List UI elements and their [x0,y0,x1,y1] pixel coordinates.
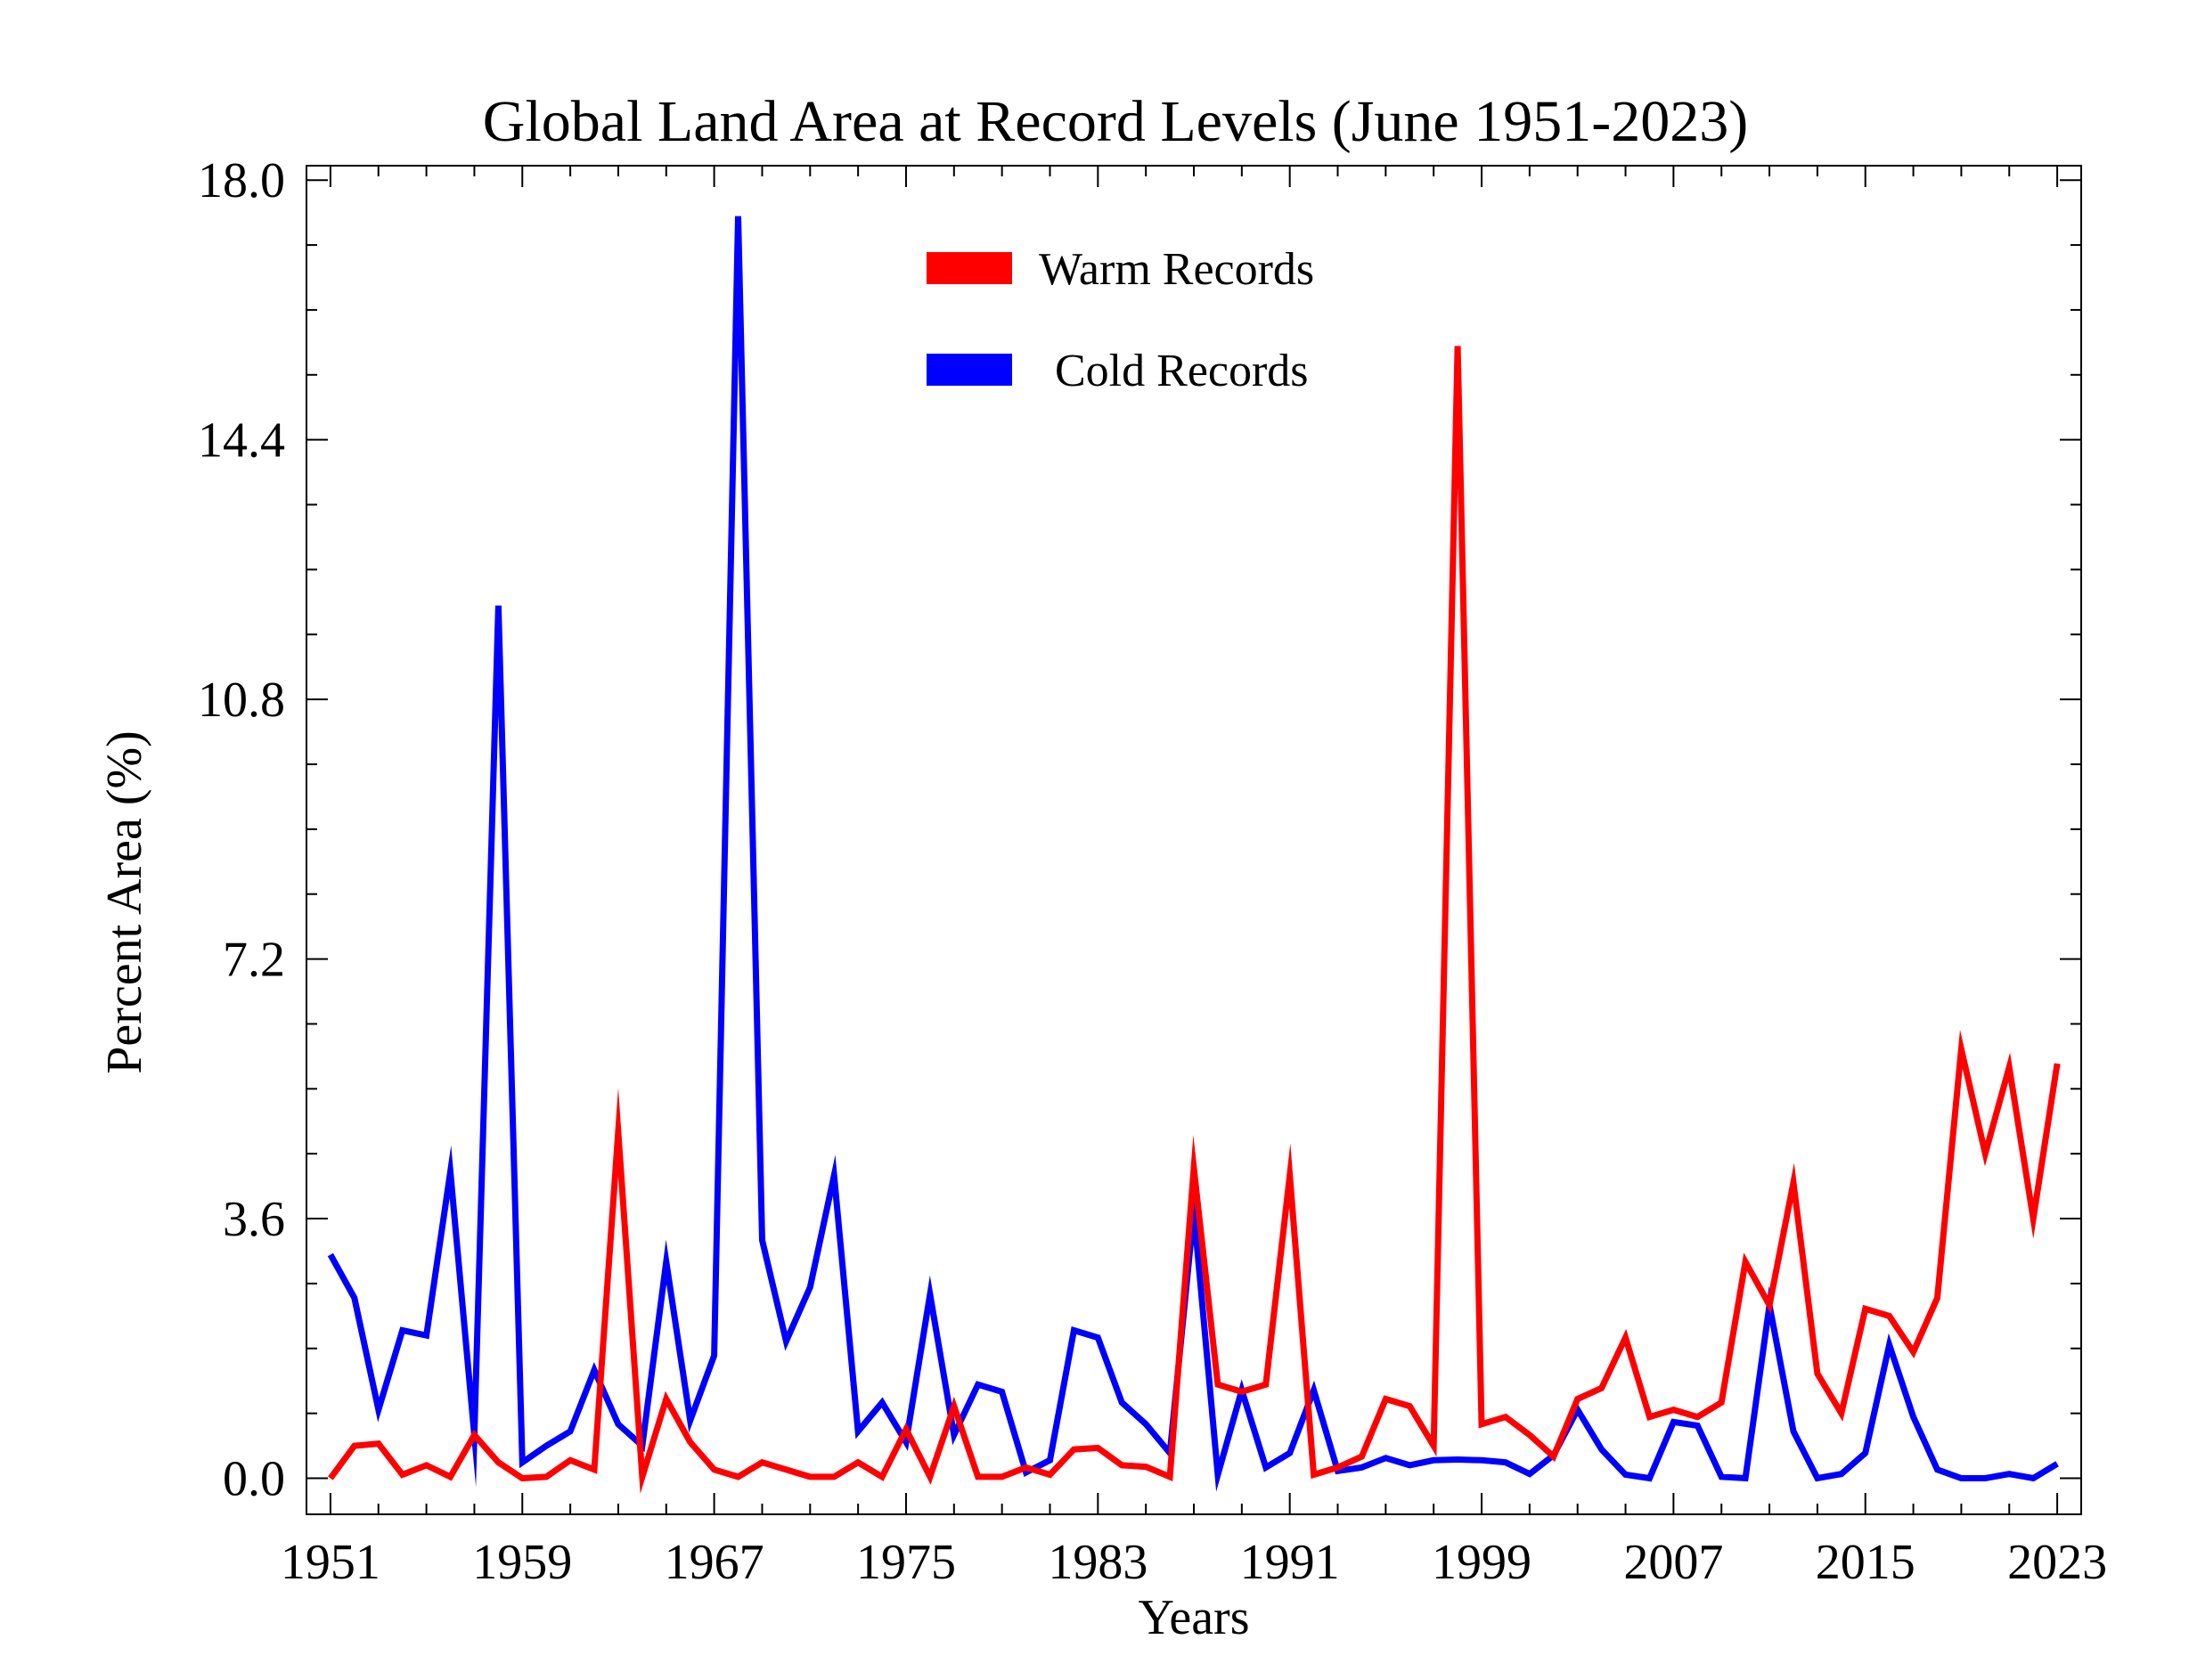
x-tick-label: 1983 [1048,1535,1148,1590]
x-tick-label: 1951 [281,1535,380,1590]
legend-label-cold-records: Cold Records [1055,346,1309,396]
x-axis: 1951 1959 1967 1975 1983 1991 1999 2007 2015 2023 [281,166,2107,1590]
y-tick-label: 3.6 [223,1192,285,1247]
cold-records-line [327,216,2059,1492]
y-axis: 0.0 3.6 7.2 10.8 14.4 18.0 [198,153,2081,1507]
x-tick-label: 2007 [1623,1535,1723,1590]
y-tick-label: 0.0 [223,1452,285,1507]
x-tick-label: 1975 [856,1535,956,1590]
y-tick-label: 18.0 [198,153,285,208]
x-tick-label: 1999 [1432,1535,1531,1590]
y-tick-label: 10.8 [198,673,285,728]
x-tick-label: 2015 [1816,1535,1915,1590]
x-tick-label: 1967 [665,1535,764,1590]
x-axis-label: Years [1139,1590,1250,1645]
legend-swatch-warm-records [927,252,1012,284]
y-tick-label: 14.4 [198,413,285,469]
x-tick-label: 1991 [1240,1535,1340,1590]
chart-title: Global Land Area at Record Levels (June … [483,89,1748,154]
series-group [327,216,2061,1494]
legend-label-warm-records: Warm Records [1039,244,1314,295]
legend-swatch-cold-records [927,354,1012,386]
y-axis-label: Percent Area (%) [97,730,152,1074]
x-tick-label: 1959 [472,1535,572,1590]
x-tick-label: 2023 [2007,1535,2107,1590]
warm-records-line [328,346,2061,1494]
y-tick-label: 7.2 [223,933,285,988]
legend: Warm Records Cold Records [927,244,1314,396]
